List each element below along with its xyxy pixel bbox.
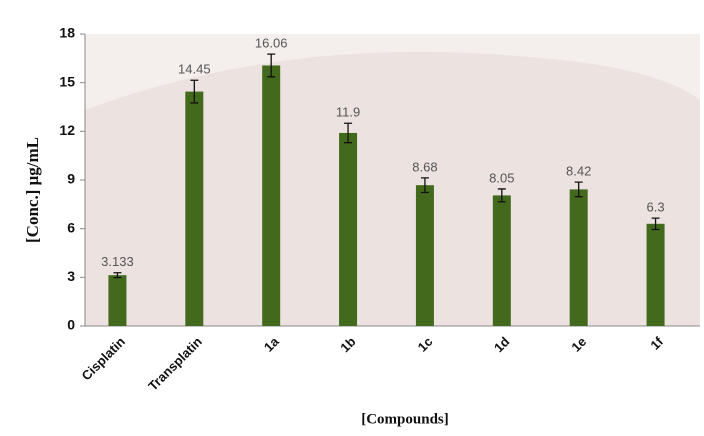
value-label: 11.9 (336, 105, 360, 120)
x-tick-label: Transplatin (145, 334, 205, 394)
bar (570, 189, 588, 326)
x-tick-label: Cisplatin (79, 334, 128, 383)
value-label: 14.45 (178, 62, 211, 77)
value-label: 3.133 (101, 254, 134, 269)
y-axis-label: [Conc.] μg/mL (23, 137, 42, 243)
x-tick-label: 1b (337, 334, 358, 355)
y-tick-label: 12 (59, 122, 75, 138)
y-tick-label: 9 (67, 171, 75, 187)
bar (493, 195, 511, 326)
value-label: 8.42 (566, 164, 591, 179)
x-tick-label: 1a (261, 333, 282, 354)
y-tick-label: 15 (59, 73, 75, 89)
bar (185, 92, 203, 326)
bar (647, 224, 665, 326)
y-tick-label: 6 (67, 219, 75, 235)
bar (262, 65, 280, 326)
x-tick-label: 1f (647, 333, 666, 352)
chart: [Conc.] μg/mL [Compounds] 0 3 6 9 12 15 18 Cisp… (0, 0, 704, 436)
bar (339, 133, 357, 326)
bar (108, 275, 126, 326)
y-tick-label: 0 (67, 317, 75, 333)
y-tick-label: 3 (67, 268, 75, 284)
plot-photo-area (85, 52, 700, 326)
value-label: 16.06 (255, 36, 288, 51)
y-tick-label: 18 (59, 25, 75, 41)
x-tick-label: 1e (568, 334, 589, 355)
value-label: 8.05 (489, 170, 514, 185)
x-tick-label: 1d (491, 334, 512, 355)
value-label: 6.3 (647, 200, 665, 215)
x-tick-label: 1c (415, 334, 436, 355)
x-axis-label: [Compounds] (361, 411, 449, 427)
bar (416, 185, 434, 326)
value-label: 8.68 (412, 159, 437, 174)
